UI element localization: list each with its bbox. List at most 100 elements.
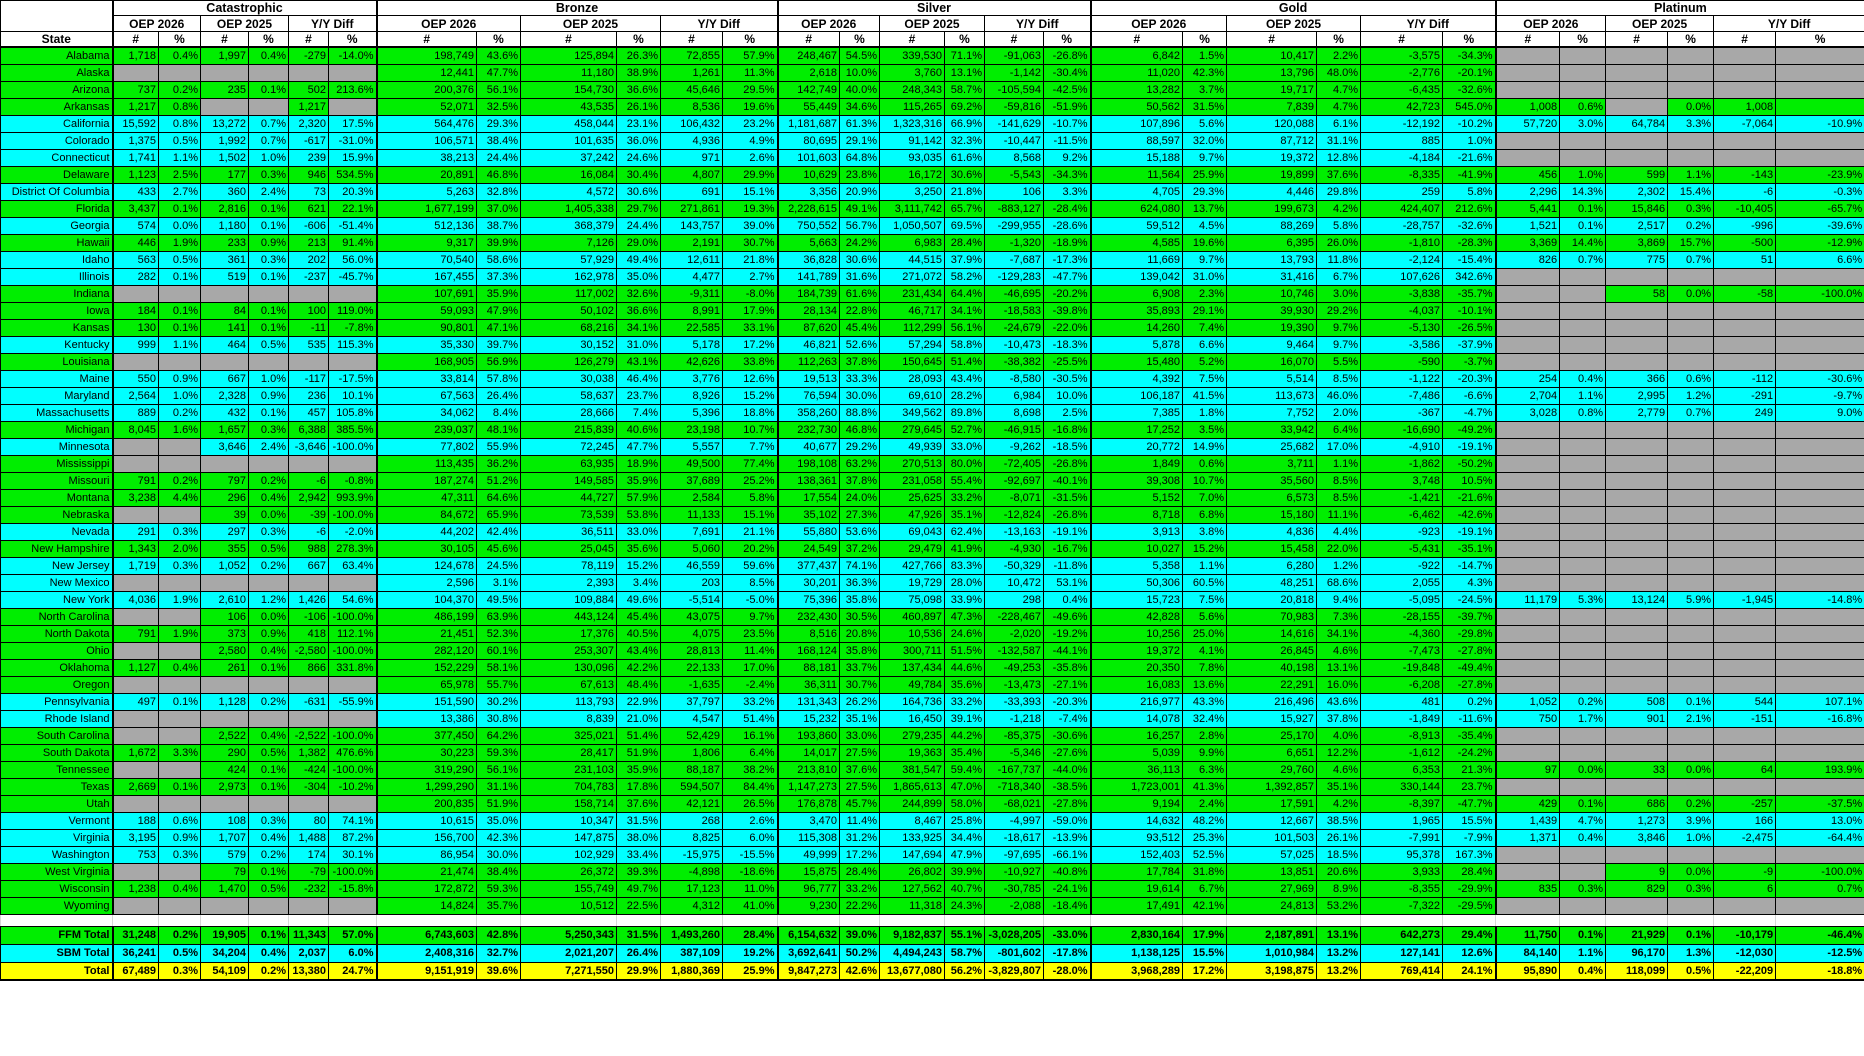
data-cell[interactable]: 39.9% [944, 862, 985, 881]
data-cell[interactable]: 21.8% [944, 182, 985, 201]
data-cell[interactable]: 17,784 [1089, 862, 1184, 881]
data-cell[interactable]: -5,514 [660, 590, 723, 609]
state-cell[interactable]: Illinois [0, 267, 114, 286]
data-cell[interactable]: 38.4% [476, 131, 521, 150]
data-cell[interactable] [1494, 335, 1561, 354]
data-cell[interactable]: 33,942 [1226, 420, 1318, 439]
data-cell[interactable]: 7.8% [1182, 658, 1228, 677]
data-cell[interactable]: 45,646 [660, 80, 723, 99]
state-cell[interactable]: North Dakota [0, 624, 114, 643]
data-cell[interactable]: 4.7% [1559, 811, 1607, 830]
data-cell[interactable]: 0.3% [158, 845, 201, 864]
data-cell[interactable]: -6 [1713, 182, 1777, 201]
period-header[interactable]: OEP 2025 [879, 15, 985, 32]
data-cell[interactable]: 138,361 [776, 471, 840, 490]
data-cell[interactable] [328, 709, 377, 728]
data-cell[interactable] [158, 573, 201, 592]
total-data-cell[interactable]: 0.5% [158, 943, 201, 963]
data-cell[interactable]: 29.3% [1182, 182, 1228, 201]
data-cell[interactable]: -8,335 [1360, 165, 1444, 184]
data-cell[interactable]: 0.7% [1775, 879, 1864, 898]
data-cell[interactable] [1775, 80, 1864, 99]
data-cell[interactable]: 84,672 [375, 505, 477, 524]
data-cell[interactable]: 26.2% [839, 692, 880, 711]
data-cell[interactable]: 5,178 [660, 335, 723, 354]
data-cell[interactable]: -2,522 [288, 726, 329, 745]
data-cell[interactable]: 2.2% [1316, 46, 1362, 65]
data-cell[interactable]: 106,187 [1089, 386, 1184, 405]
data-cell[interactable] [1605, 318, 1669, 337]
data-cell[interactable]: 1,849 [1089, 454, 1184, 473]
data-cell[interactable]: 19,390 [1226, 318, 1318, 337]
data-cell[interactable] [1494, 318, 1561, 337]
data-cell[interactable]: 203 [660, 573, 723, 592]
data-cell[interactable] [1605, 743, 1669, 762]
measure-header[interactable]: % [158, 31, 201, 48]
data-cell[interactable]: 22.1% [328, 199, 377, 218]
data-cell[interactable]: 31.8% [1182, 862, 1228, 881]
data-cell[interactable]: 29.1% [839, 131, 880, 150]
data-cell[interactable] [200, 573, 249, 592]
data-cell[interactable]: -49.4% [1442, 658, 1497, 677]
data-cell[interactable]: 0.4% [248, 828, 289, 847]
data-cell[interactable]: 2,517 [1605, 216, 1669, 235]
data-cell[interactable] [328, 573, 377, 592]
data-cell[interactable] [1559, 896, 1607, 915]
state-cell[interactable]: Oregon [0, 675, 114, 694]
data-cell[interactable]: 101,503 [1226, 828, 1318, 847]
data-cell[interactable]: 24.6% [944, 624, 985, 643]
data-cell[interactable]: 8,991 [660, 301, 723, 320]
data-cell[interactable]: 17.9% [722, 301, 778, 320]
data-cell[interactable]: 3.5% [1182, 420, 1228, 439]
data-cell[interactable]: -97,695 [984, 845, 1044, 864]
data-cell[interactable]: 11,180 [520, 63, 617, 82]
data-cell[interactable] [1605, 80, 1669, 99]
data-cell[interactable]: 0.2% [1442, 692, 1497, 711]
data-cell[interactable]: 58 [1605, 284, 1669, 303]
metal-group-header[interactable]: Catastrophic [111, 0, 377, 16]
data-cell[interactable]: 0.7% [1667, 250, 1715, 269]
data-cell[interactable]: -10.2% [328, 777, 377, 796]
data-cell[interactable]: 22,585 [660, 318, 723, 337]
data-cell[interactable]: 91.4% [328, 233, 377, 252]
data-cell[interactable]: 36,113 [1089, 760, 1184, 779]
data-cell[interactable]: 1,470 [200, 879, 249, 898]
data-cell[interactable]: -42.5% [1042, 80, 1092, 99]
data-cell[interactable]: 1,180 [200, 216, 249, 235]
total-data-cell[interactable]: 24.1% [1442, 961, 1497, 981]
data-cell[interactable]: 168,124 [776, 641, 840, 660]
data-cell[interactable]: 35,102 [776, 505, 840, 524]
data-cell[interactable]: 3,028 [1494, 403, 1561, 422]
measure-header[interactable]: % [1667, 31, 1715, 48]
data-cell[interactable] [1713, 556, 1777, 575]
data-cell[interactable]: 21.0% [616, 709, 661, 728]
data-cell[interactable]: -38.5% [1042, 777, 1092, 796]
data-cell[interactable]: -2.0% [328, 522, 377, 541]
data-cell[interactable] [1605, 420, 1669, 439]
data-cell[interactable]: 5,557 [660, 437, 723, 456]
data-cell[interactable] [1559, 641, 1607, 660]
data-cell[interactable] [1775, 437, 1864, 456]
data-cell[interactable]: 4.4% [158, 488, 201, 507]
data-cell[interactable]: -883,127 [984, 199, 1044, 218]
data-cell[interactable]: -26.8% [1042, 505, 1092, 524]
data-cell[interactable]: 52.5% [1182, 845, 1228, 864]
data-cell[interactable]: 2.0% [158, 539, 201, 558]
data-cell[interactable]: 30.2% [476, 692, 521, 711]
data-cell[interactable]: -718,340 [984, 777, 1044, 796]
data-cell[interactable]: 14.9% [1182, 437, 1228, 456]
state-cell[interactable]: New Mexico [0, 573, 114, 592]
data-cell[interactable]: 66.9% [944, 114, 985, 133]
data-cell[interactable] [1667, 539, 1715, 558]
data-cell[interactable]: -9.7% [1775, 386, 1864, 405]
data-cell[interactable]: 10.7% [1182, 471, 1228, 490]
data-cell[interactable]: 0.1% [248, 301, 289, 320]
data-cell[interactable]: 20,891 [375, 165, 477, 184]
data-cell[interactable]: 1,052 [1494, 692, 1561, 711]
data-cell[interactable]: 35,893 [1089, 301, 1184, 320]
measure-header[interactable]: % [616, 31, 661, 48]
data-cell[interactable]: 791 [111, 471, 159, 490]
data-cell[interactable]: 38.9% [616, 63, 661, 82]
data-cell[interactable]: 11.4% [722, 641, 778, 660]
data-cell[interactable]: -1,945 [1713, 590, 1777, 609]
